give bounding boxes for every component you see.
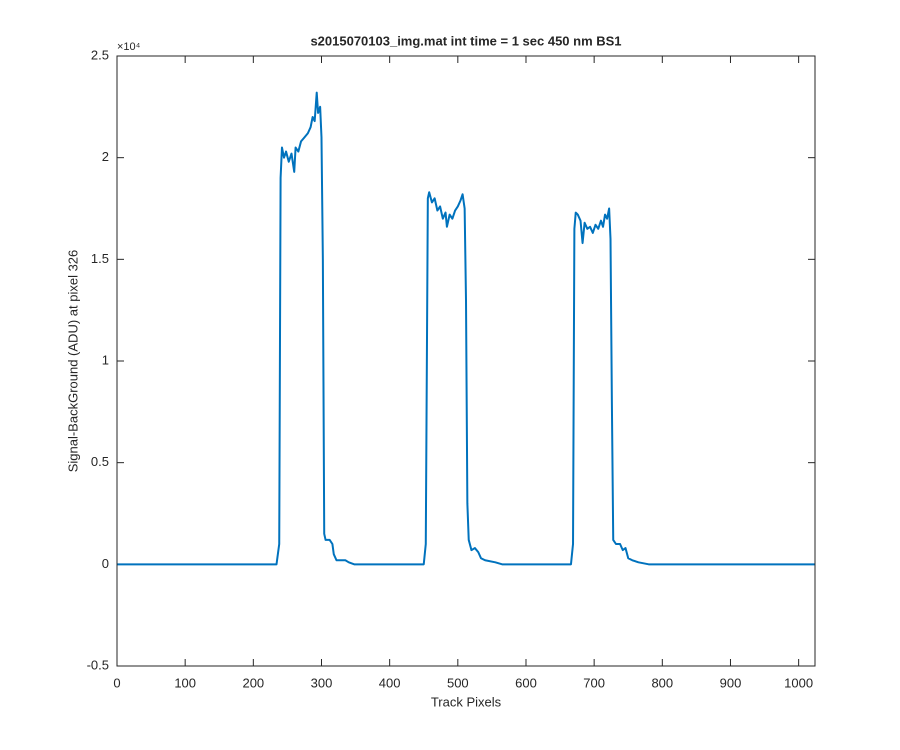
x-tick-label: 700 [583, 675, 605, 690]
axes-box [116, 55, 816, 667]
y-tick-label: 1.5 [91, 251, 109, 266]
data-line [117, 91, 815, 566]
y-tick-label: 0.5 [91, 454, 109, 469]
x-axis-label: Track Pixels [431, 694, 502, 709]
x-tick-label: 300 [311, 675, 333, 690]
chart-title: s2015070103_img.mat int time = 1 sec 450… [310, 33, 621, 48]
y-tick-label: -0.5 [87, 657, 109, 672]
y-tick-label: 2.5 [91, 47, 109, 62]
x-tick-label: 600 [515, 675, 537, 690]
y-axis-label: Signal-BackGround (ADU) at pixel 326 [65, 250, 80, 473]
x-tick-label: 400 [379, 675, 401, 690]
y-tick-label: 0 [102, 556, 109, 571]
x-tick-label: 500 [447, 675, 469, 690]
x-tick-label: 100 [174, 675, 196, 690]
x-tick-label: 0 [113, 675, 120, 690]
x-tick-label: 1000 [784, 675, 813, 690]
y-tick-label: 2 [102, 149, 109, 164]
x-tick-label: 900 [720, 675, 742, 690]
x-tick-label: 800 [651, 675, 673, 690]
y-exponent: ×10⁴ [117, 41, 141, 53]
x-tick-label: 200 [242, 675, 264, 690]
y-tick-label: 1 [102, 352, 109, 367]
